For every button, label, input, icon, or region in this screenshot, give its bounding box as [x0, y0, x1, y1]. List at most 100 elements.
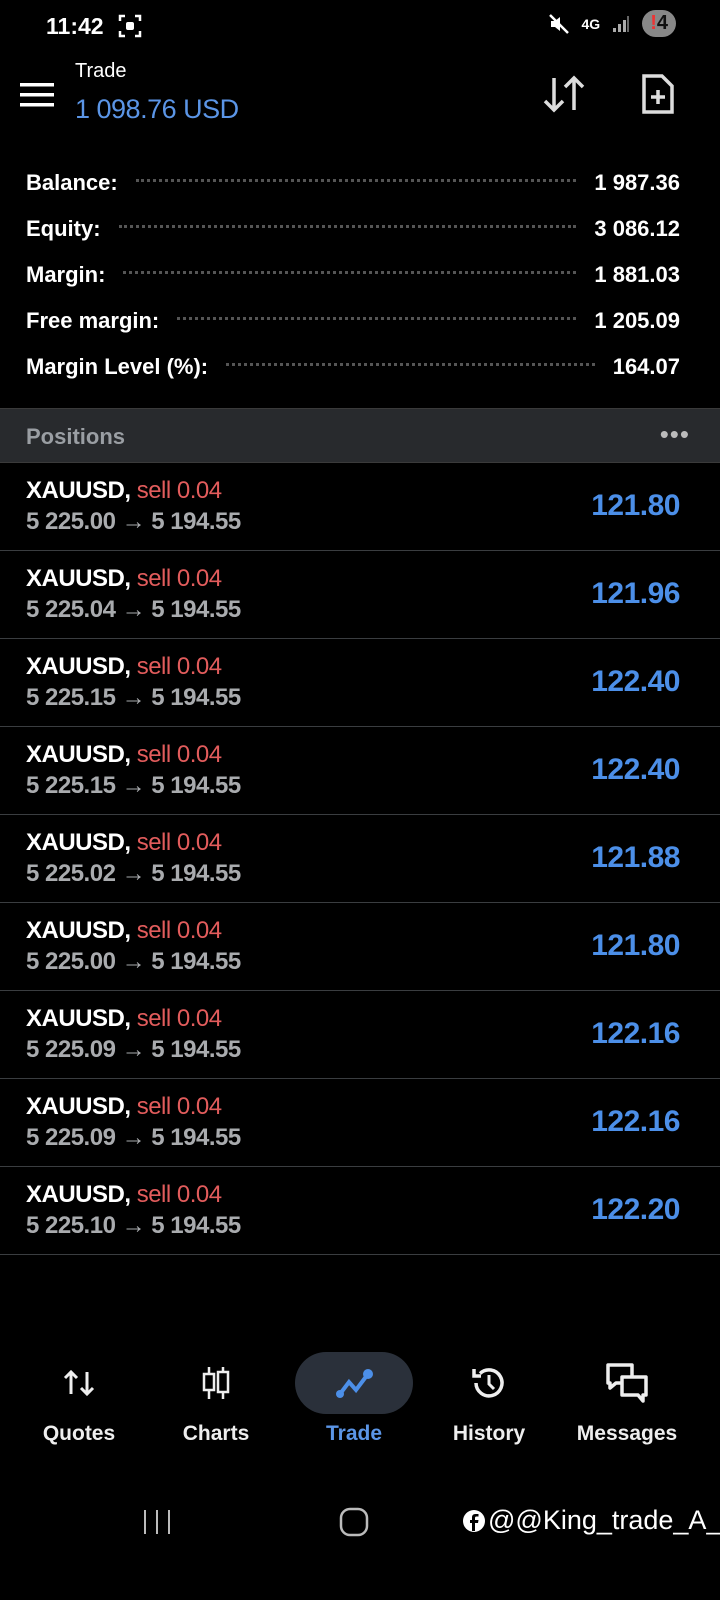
more-icon[interactable]: •••: [659, 419, 690, 449]
menu-icon[interactable]: [20, 82, 54, 108]
summary-value: 1 205.09: [594, 308, 680, 333]
position-side: sell 0.04: [136, 829, 222, 856]
dot-leader: [226, 352, 595, 366]
summary-row: Margin: 1 881.03: [26, 260, 680, 290]
position-row[interactable]: XAUUSD, sell 0.04 5 225.00 → 5 194.55 121.…: [0, 903, 720, 991]
position-profit: 122.16: [591, 1017, 680, 1050]
summary-label: Balance:: [26, 170, 118, 195]
position-row[interactable]: XAUUSD, sell 0.04 5 225.09 → 5 194.55 122.…: [0, 1079, 720, 1167]
trade-icon: [295, 1352, 413, 1414]
position-row[interactable]: XAUUSD, sell 0.04 5 225.15 → 5 194.55 122.…: [0, 639, 720, 727]
status-icons: 4G !4: [548, 10, 676, 37]
recents-icon[interactable]: [142, 1508, 172, 1536]
summary-value: 1 987.36: [594, 170, 680, 195]
position-symbol: XAUUSD,: [26, 917, 131, 944]
position-symbol: XAUUSD,: [26, 1093, 131, 1120]
position-symbol: XAUUSD,: [26, 829, 131, 856]
position-side: sell 0.04: [136, 741, 222, 768]
position-profit: 122.40: [591, 753, 680, 786]
dot-leader: [118, 214, 577, 228]
position-side: sell 0.04: [136, 1181, 222, 1208]
home-icon[interactable]: [338, 1506, 370, 1538]
position-prices: 5 225.10 → 5 194.55: [26, 1212, 241, 1239]
dot-leader: [123, 260, 577, 274]
charts-icon: [146, 1352, 286, 1414]
position-symbol: XAUUSD,: [26, 653, 131, 680]
summary-row: Free margin: 1 205.09: [26, 306, 680, 336]
summary-value: 1 881.03: [594, 262, 680, 287]
status-time: 11:42: [46, 13, 104, 39]
position-profit: 121.80: [591, 489, 680, 522]
position-prices: 5 225.09 → 5 194.55: [26, 1124, 241, 1151]
system-nav: [0, 1500, 720, 1550]
position-row[interactable]: XAUUSD, sell 0.04 5 225.02 → 5 194.55 121.…: [0, 815, 720, 903]
nav-label: Messages: [576, 1422, 678, 1445]
new-order-icon[interactable]: [640, 72, 676, 116]
summary-label: Margin Level (%):: [26, 354, 209, 379]
screenshot-icon: [118, 14, 142, 38]
position-profit: 121.80: [591, 929, 680, 962]
nav-label: Trade: [325, 1422, 383, 1445]
sort-icon[interactable]: [542, 74, 586, 114]
signal-icon: [613, 15, 630, 32]
bottom-nav: Quotes Charts Trade History Messages: [0, 1352, 720, 1452]
nav-label: Quotes: [42, 1422, 116, 1445]
dot-leader: [177, 306, 577, 320]
summary-row: Equity: 3 086.12: [26, 214, 680, 244]
position-side: sell 0.04: [136, 477, 222, 504]
summary-label: Free margin:: [26, 308, 160, 333]
position-symbol: XAUUSD,: [26, 477, 131, 504]
position-prices: 5 225.00 → 5 194.55: [26, 948, 241, 975]
position-side: sell 0.04: [136, 1005, 222, 1032]
position-prices: 5 225.00 → 5 194.55: [26, 508, 241, 535]
messages-icon: [557, 1352, 697, 1414]
network-type: 4G: [581, 15, 601, 32]
position-row[interactable]: XAUUSD, sell 0.04 5 225.09 → 5 194.55 122.…: [0, 991, 720, 1079]
facebook-icon: [463, 1509, 485, 1532]
position-side: sell 0.04: [136, 917, 222, 944]
position-prices: 5 225.04 → 5 194.55: [26, 596, 241, 623]
summary-label: Equity:: [26, 216, 101, 241]
history-icon: [419, 1352, 559, 1414]
position-prices: 5 225.09 → 5 194.55: [26, 1036, 241, 1063]
quotes-icon: [9, 1352, 149, 1414]
position-prices: 5 225.02 → 5 194.55: [26, 860, 241, 887]
page-title: Trade: [75, 60, 127, 82]
nav-charts[interactable]: Charts: [146, 1352, 286, 1446]
positions-header: Positions •••: [0, 408, 720, 463]
position-profit: 122.20: [591, 1193, 680, 1226]
summary-value: 164.07: [612, 354, 680, 379]
summary-value: 3 086.12: [594, 216, 680, 241]
summary-label: Margin:: [26, 262, 106, 287]
position-row[interactable]: XAUUSD, sell 0.04 5 225.00 → 5 194.55 121.…: [0, 463, 720, 551]
position-row[interactable]: XAUUSD, sell 0.04 5 225.15 → 5 194.55 122.…: [0, 727, 720, 815]
nav-label: History: [452, 1422, 526, 1445]
position-symbol: XAUUSD,: [26, 1181, 131, 1208]
position-profit: 122.40: [591, 665, 680, 698]
nav-history[interactable]: History: [419, 1352, 559, 1446]
mute-icon: [548, 13, 569, 34]
dot-leader: [135, 168, 577, 182]
position-prices: 5 225.15 → 5 194.55: [26, 684, 241, 711]
nav-messages[interactable]: Messages: [557, 1352, 697, 1446]
summary-row: Balance: 1 987.36: [26, 168, 680, 198]
position-side: sell 0.04: [136, 565, 222, 592]
position-symbol: XAUUSD,: [26, 565, 131, 592]
position-profit: 121.96: [591, 577, 680, 610]
summary-row: Margin Level (%): 164.07: [26, 352, 680, 382]
notification-badge: !4: [642, 10, 676, 37]
position-profit: 121.88: [591, 841, 680, 874]
watermark: @@King_trade_A_1: [462, 1505, 720, 1536]
nav-label: Charts: [182, 1422, 250, 1445]
position-side: sell 0.04: [136, 1093, 222, 1120]
position-profit: 122.16: [591, 1105, 680, 1138]
position-prices: 5 225.15 → 5 194.55: [26, 772, 241, 799]
nav-trade[interactable]: Trade: [284, 1352, 424, 1446]
position-symbol: XAUUSD,: [26, 1005, 131, 1032]
position-side: sell 0.04: [136, 653, 222, 680]
position-row[interactable]: XAUUSD, sell 0.04 5 225.04 → 5 194.55 121.…: [0, 551, 720, 639]
account-profit: 1 098.76 USD: [75, 94, 239, 124]
positions-title: Positions: [26, 424, 126, 449]
position-row[interactable]: XAUUSD, sell 0.04 5 225.10 → 5 194.55 122.…: [0, 1167, 720, 1255]
nav-quotes[interactable]: Quotes: [9, 1352, 149, 1446]
